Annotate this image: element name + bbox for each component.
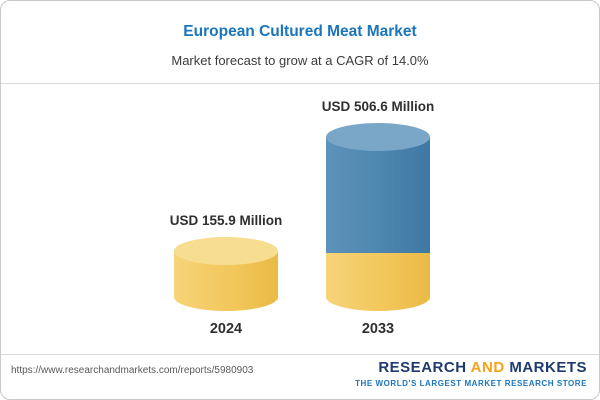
bar-2033-top-ellipse (326, 123, 430, 151)
footer-divider (1, 354, 599, 355)
logo-tagline: THE WORLD'S LARGEST MARKET RESEARCH STOR… (355, 379, 587, 388)
bar-group-2024: USD 155.9 Million 2024 (156, 1, 296, 346)
logo-wordmark: RESEARCH AND MARKETS (355, 359, 587, 377)
bar-value-label-2033: USD 506.6 Million (321, 99, 435, 114)
chart-subtitle: Market forecast to grow at a CAGR of 14.… (171, 53, 429, 68)
bar-2033-body (326, 137, 430, 253)
header-divider (1, 83, 599, 84)
logo-word-and: AND (470, 359, 505, 376)
research-and-markets-logo: RESEARCH AND MARKETS THE WORLD'S LARGEST… (355, 359, 587, 388)
bar-2033-base-segment (326, 253, 430, 311)
bar-value-label-2024: USD 155.9 Million (169, 213, 283, 228)
source-url[interactable]: https://www.researchandmarkets.com/repor… (11, 365, 254, 376)
bar-2024-top-ellipse (174, 237, 278, 265)
bar-group-2033: USD 506.6 Million 2033 (308, 1, 448, 346)
bar-2024-cylinder (174, 237, 278, 311)
axis-label-2024: 2024 (209, 321, 243, 337)
bar-2033-cylinder (326, 123, 430, 311)
chart-title: European Cultured Meat Market (183, 23, 417, 40)
logo-word-research: RESEARCH (378, 359, 467, 376)
axis-label-2033: 2033 (361, 321, 395, 337)
logo-word-markets: MARKETS (509, 359, 587, 376)
